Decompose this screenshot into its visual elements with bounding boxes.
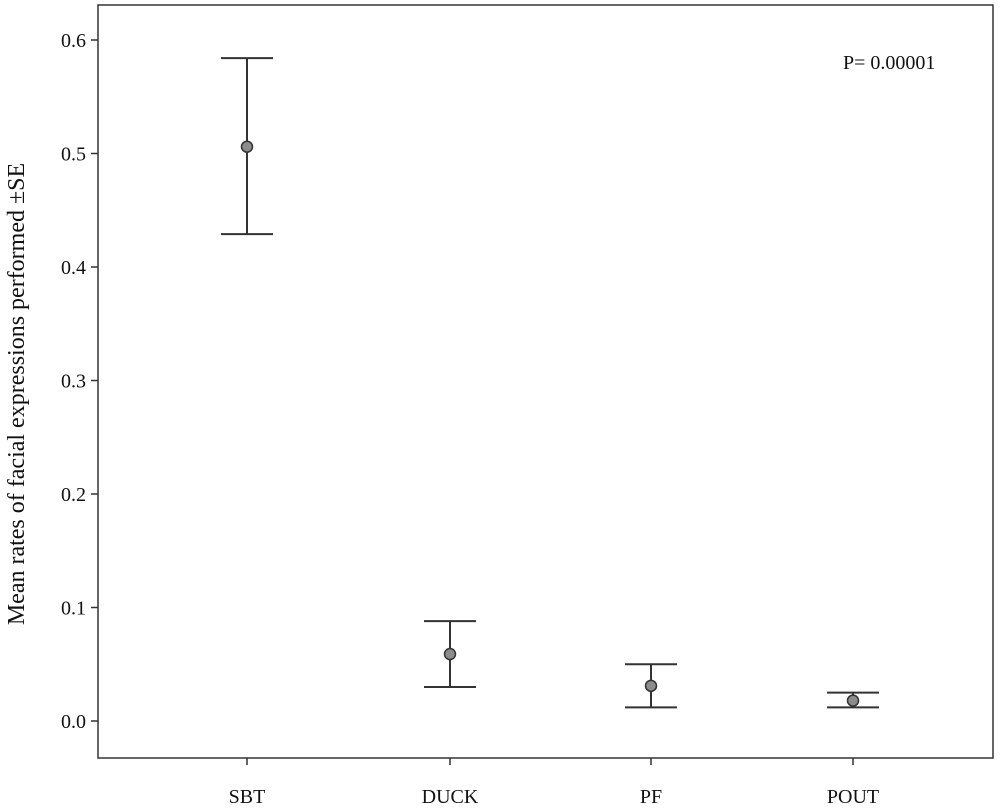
p-value-annotation: P= 0.00001 bbox=[843, 52, 935, 74]
mean-point bbox=[240, 140, 254, 153]
y-tick-label: 0.4 bbox=[61, 257, 86, 279]
x-tick-label: DUCK bbox=[422, 786, 479, 808]
y-tick-label: 0.5 bbox=[61, 144, 86, 166]
mean-point bbox=[644, 679, 658, 693]
y-tick-label: 0.0 bbox=[61, 711, 86, 733]
error-bars bbox=[221, 57, 879, 709]
y-tick-label: 0.1 bbox=[61, 598, 86, 620]
y-tick-label: 0.2 bbox=[61, 484, 86, 506]
x-tick-label: POUT bbox=[827, 786, 879, 808]
y-tick-label: 0.3 bbox=[61, 371, 86, 393]
plot-frame bbox=[97, 4, 994, 759]
x-tick-label: PF bbox=[640, 786, 662, 808]
x-tick-label: SBT bbox=[229, 786, 266, 808]
mean-point bbox=[846, 694, 860, 707]
mean-point bbox=[443, 647, 457, 661]
y-axis: 0.0 0.1 0.2 0.3 0.4 0.5 0.6 bbox=[61, 30, 98, 733]
x-axis: SBT DUCK PF POUT bbox=[229, 758, 879, 808]
y-tick-label: 0.6 bbox=[61, 30, 86, 52]
y-axis-label: Mean rates of facial expressions perform… bbox=[4, 163, 30, 625]
